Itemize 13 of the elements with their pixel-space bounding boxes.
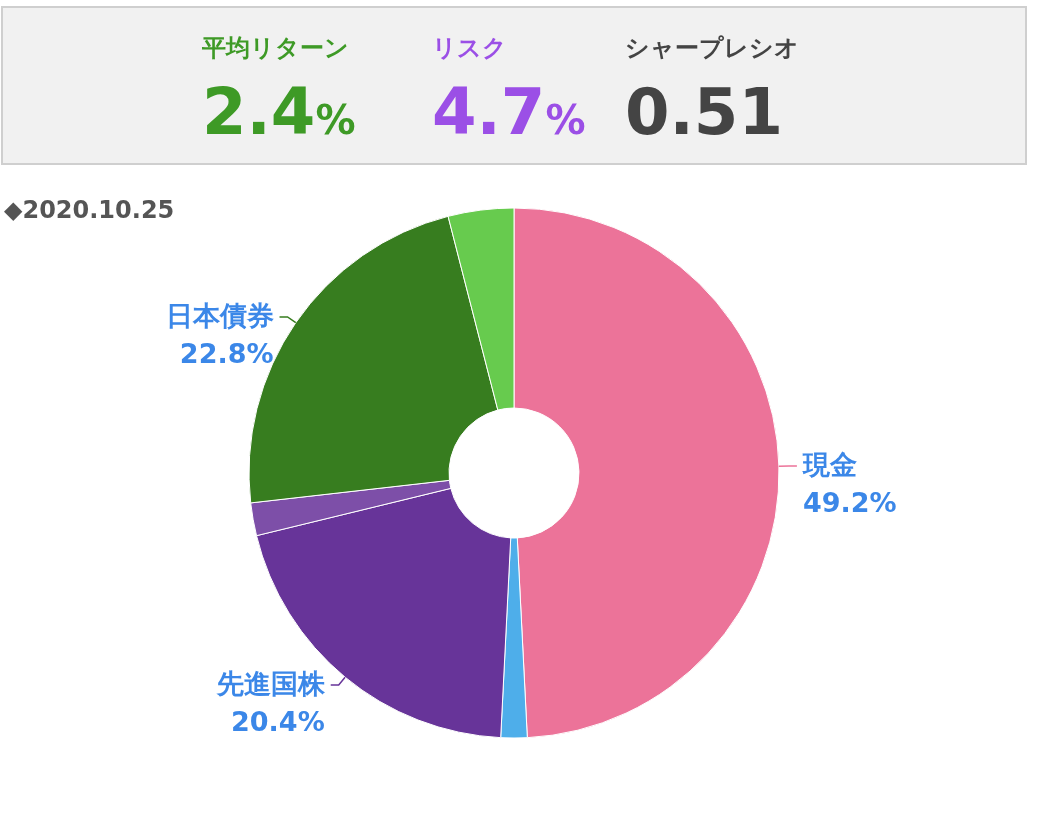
chart-title: ◆2020.10.25 [4,196,175,224]
text: 平均リターン [201,34,349,62]
text: 2.4% [202,75,356,149]
data-label: 22.8% [179,338,274,369]
text: シャープレシオ [625,34,799,62]
slice-label: 現金 [801,449,857,481]
data-label: 49.2% [802,487,897,519]
data-label: 20.4% [231,705,325,737]
text: リスク [432,34,507,62]
slice-label: 先進国株 [215,667,326,699]
text: 0.51 [625,75,783,149]
slice-label: 日本債券 [165,300,274,331]
text: 4.7% [432,75,586,149]
